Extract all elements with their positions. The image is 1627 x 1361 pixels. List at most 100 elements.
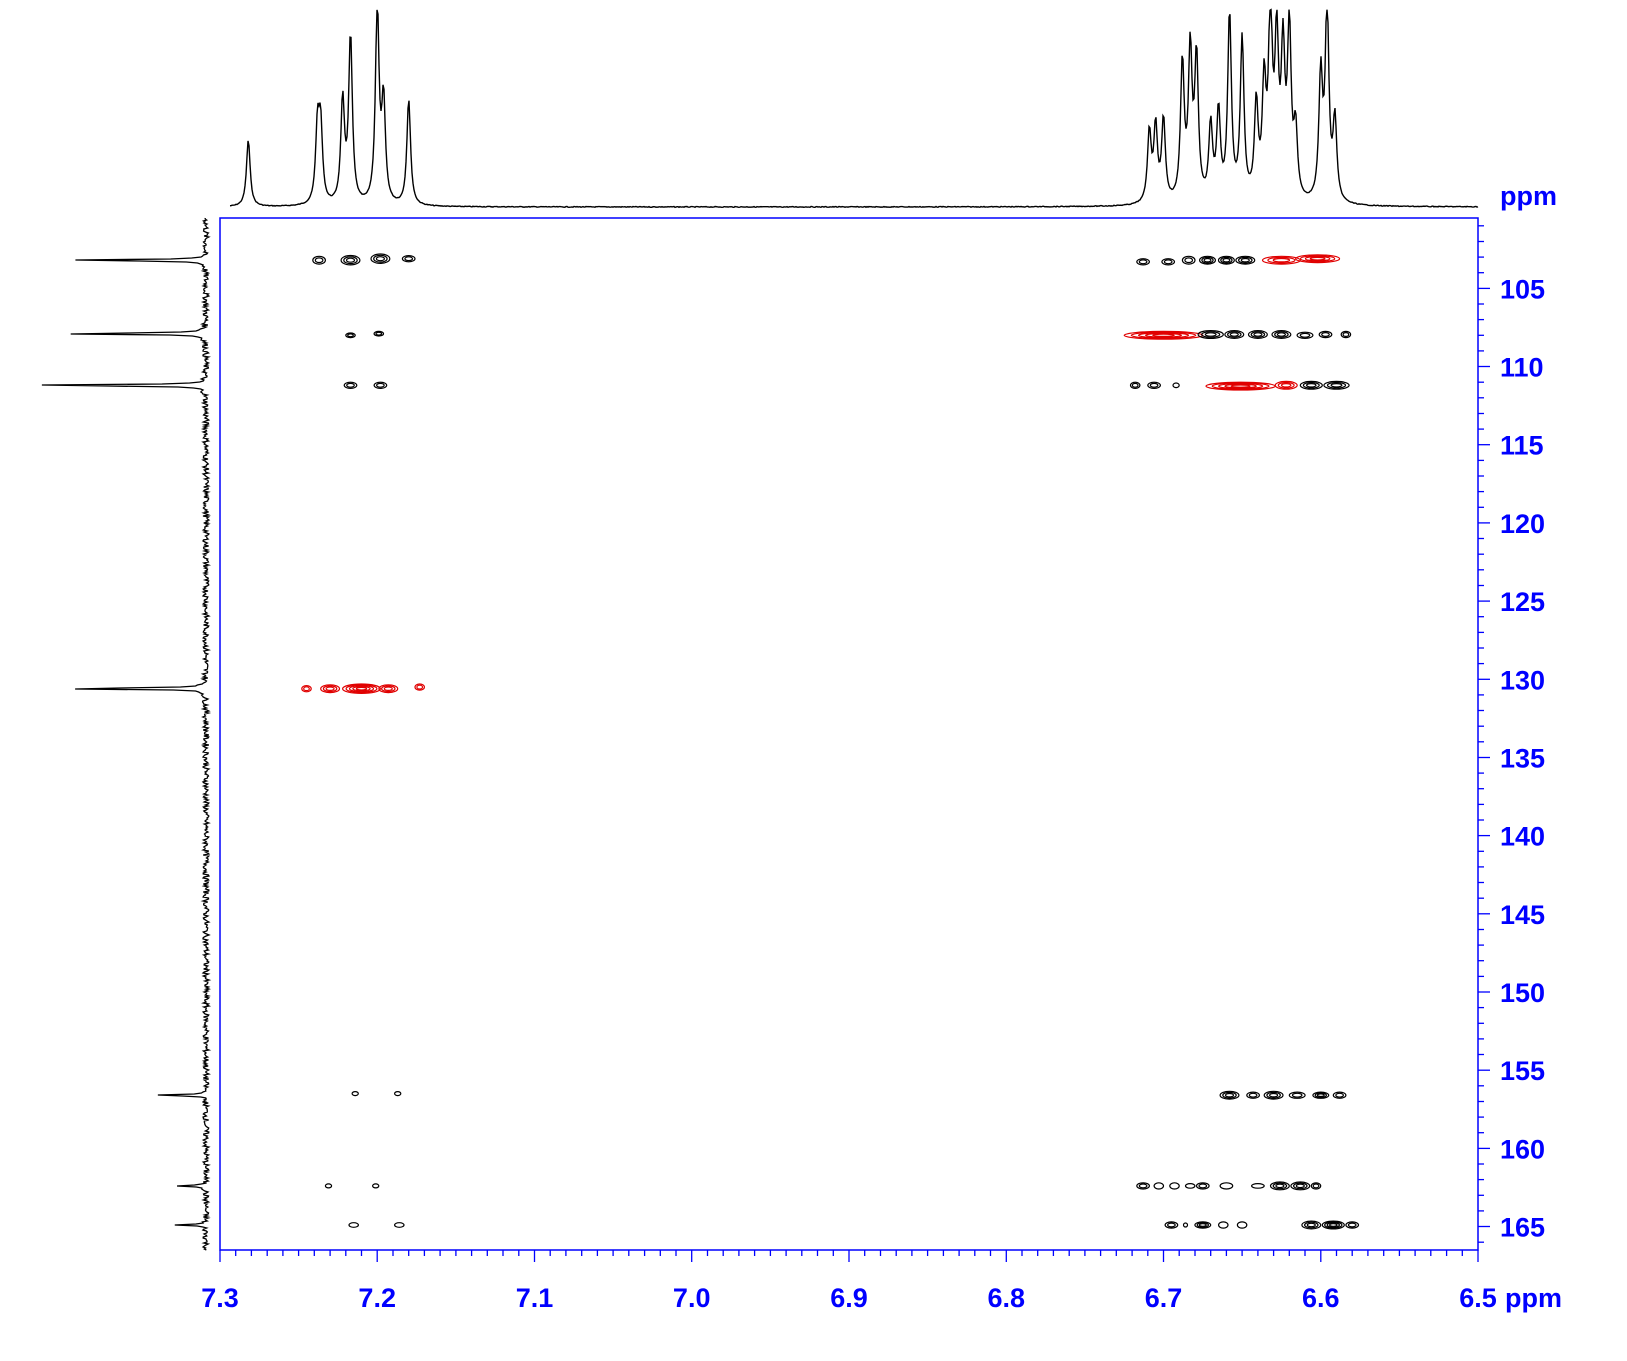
contour-peak <box>1184 1182 1196 1189</box>
contour-level <box>1222 257 1231 263</box>
contour-level <box>1250 331 1266 338</box>
contour-level <box>352 686 371 692</box>
contour-peak <box>351 1090 359 1097</box>
contour-peak <box>1236 1221 1248 1229</box>
x-axis: 7.3 7.2 7.1 7.0 6.9 6.8 6.7 6.6 6.5 <box>201 1250 1497 1313</box>
contour-level <box>1290 1181 1311 1191</box>
contour-peak <box>1274 380 1298 390</box>
contour-level <box>1219 1090 1240 1100</box>
contour-level <box>1152 333 1175 337</box>
contour-level <box>414 683 425 691</box>
contour-peak <box>1182 1222 1189 1228</box>
x-axis-unit-label: ppm <box>1505 1283 1562 1313</box>
contour-level <box>1248 1092 1258 1098</box>
y-axis-unit-label: ppm <box>1500 181 1557 211</box>
contour-peak <box>1261 255 1301 265</box>
contour-level <box>347 333 354 338</box>
contour-peak <box>1299 380 1323 390</box>
contour-peak <box>1246 1091 1260 1099</box>
top-projection-trace <box>229 8 1479 209</box>
contour-level <box>1267 256 1296 264</box>
left-1d-projection <box>41 217 212 1251</box>
contour-level <box>345 684 378 694</box>
x-tick-label: 6.6 <box>1302 1283 1340 1313</box>
contour-level <box>320 684 341 694</box>
contour-level <box>1137 332 1190 339</box>
contour-peak <box>1219 1090 1240 1100</box>
contour-level <box>383 686 393 692</box>
contour-level <box>346 382 355 388</box>
contour-level <box>1329 1223 1338 1227</box>
contour-peak <box>1318 330 1333 339</box>
contour-level <box>1266 1091 1281 1099</box>
contour-peak <box>1218 1221 1229 1229</box>
contour-level <box>1163 259 1173 265</box>
contour-level <box>351 1090 359 1097</box>
contour-peak <box>401 255 416 263</box>
contour-level <box>1312 1183 1320 1189</box>
contour-level <box>1218 1221 1229 1229</box>
contour-level <box>1275 1183 1285 1189</box>
contour-level <box>1342 332 1350 338</box>
contour-peak <box>1312 1091 1330 1099</box>
contour-peak <box>1271 330 1292 340</box>
contour-level <box>1169 1182 1180 1190</box>
contour-peak <box>1195 1182 1210 1190</box>
x-tick-label: 7.2 <box>358 1283 396 1313</box>
contour-peak <box>1301 1220 1322 1230</box>
contour-peak <box>348 1222 359 1228</box>
contour-level <box>301 685 312 693</box>
contour-peak <box>1129 381 1141 389</box>
contour-level <box>1201 331 1221 338</box>
contour-peak <box>372 1183 380 1189</box>
contour-level <box>1147 381 1161 389</box>
contour-peak <box>1340 330 1352 339</box>
contour-peak <box>1197 330 1224 340</box>
contour-peak <box>1164 1221 1179 1229</box>
contour-level <box>314 257 324 264</box>
contour-level <box>375 256 385 262</box>
contour-level <box>1219 1182 1234 1190</box>
contour-level <box>404 256 414 262</box>
contour-layer <box>301 253 1360 1230</box>
contour-level <box>1272 1182 1288 1190</box>
contour-peak <box>1323 380 1350 390</box>
contour-level <box>1326 381 1347 389</box>
contour-level <box>1318 330 1333 339</box>
x-tick-label: 6.9 <box>830 1283 868 1313</box>
contour-level <box>373 254 388 263</box>
contour-level <box>1347 1222 1357 1228</box>
contour-level <box>1201 256 1214 264</box>
contour-level <box>1263 1090 1284 1100</box>
contour-peak <box>414 683 425 691</box>
contour-level <box>1164 1221 1179 1229</box>
contour-peak <box>1290 1181 1311 1191</box>
contour-peak <box>1250 1182 1265 1189</box>
contour-level <box>1321 1220 1345 1230</box>
contour-level <box>1306 382 1317 388</box>
contour-level <box>1224 330 1245 340</box>
contour-peak <box>345 332 356 339</box>
contour-level <box>393 1222 405 1228</box>
contour-level <box>373 330 385 337</box>
contour-level <box>1261 255 1301 265</box>
contour-peak <box>343 381 358 389</box>
contour-level <box>343 381 358 389</box>
contour-peak <box>1235 255 1256 265</box>
contour-peak <box>1219 1182 1234 1190</box>
x-tick-label: 6.8 <box>988 1283 1026 1313</box>
top-1d-projection <box>229 8 1479 209</box>
x-tick-label: 7.1 <box>516 1283 554 1313</box>
x-tick-label: 7.3 <box>201 1283 239 1313</box>
contour-level <box>1330 382 1343 388</box>
contour-peak <box>342 683 382 694</box>
contour-peak <box>1147 381 1161 389</box>
contour-level <box>1224 383 1257 389</box>
contour-level <box>1276 332 1287 337</box>
x-tick-label: 6.5 <box>1459 1283 1497 1313</box>
contour-peak <box>312 255 327 265</box>
contour-level <box>1222 1091 1237 1099</box>
contour-level <box>1235 255 1256 265</box>
contour-peak <box>320 684 341 694</box>
contour-level <box>345 332 356 339</box>
